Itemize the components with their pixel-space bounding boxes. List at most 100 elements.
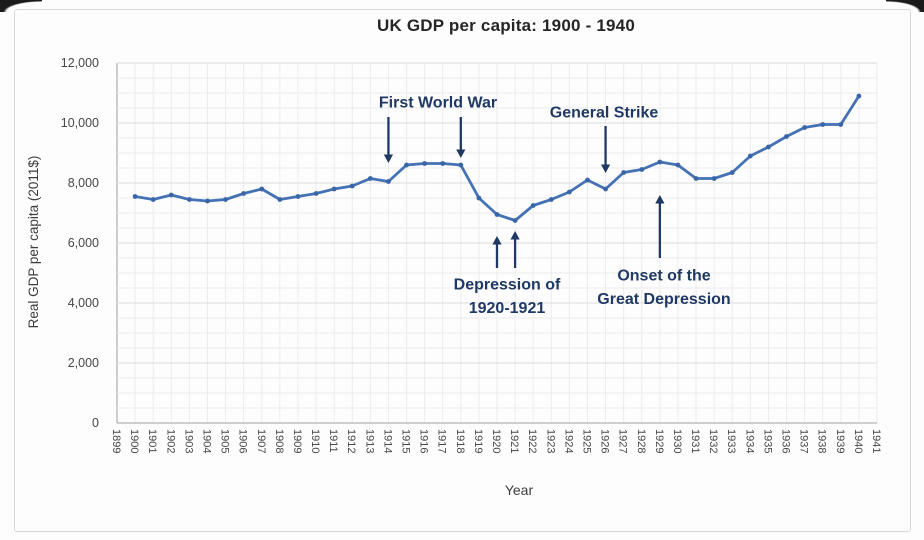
x-tick-label: 1931 <box>689 429 701 453</box>
data-point-marker <box>132 194 138 199</box>
data-point-marker <box>603 186 608 192</box>
data-point-marker <box>838 122 844 127</box>
data-point-marker <box>530 203 536 208</box>
data-point-marker <box>422 161 428 166</box>
data-point-marker <box>476 195 482 201</box>
x-tick-label: 1923 <box>544 429 556 453</box>
x-tick-label: 1917 <box>436 429 448 453</box>
data-point-marker <box>585 177 590 183</box>
x-tick-label: 1918 <box>454 429 466 453</box>
data-point-marker <box>693 176 699 181</box>
data-point-marker <box>747 153 753 159</box>
data-point-marker <box>766 144 771 150</box>
onset-great-depression-label: Great Depression <box>597 291 730 308</box>
x-tick-label: 1905 <box>219 429 231 453</box>
data-point-marker <box>150 197 156 202</box>
data-point-marker <box>168 192 174 198</box>
x-tick-label: 1911 <box>327 429 339 453</box>
data-point-marker <box>675 162 681 168</box>
x-tick-label: 1938 <box>816 429 828 453</box>
x-tick-label: 1937 <box>798 429 810 453</box>
y-tick-label: 12,000 <box>61 56 99 70</box>
data-point-marker <box>711 176 717 181</box>
x-tick-label: 1926 <box>599 429 611 453</box>
general-strike-arrowhead <box>600 164 611 173</box>
x-tick-label: 1929 <box>653 429 665 453</box>
data-point-marker <box>386 179 391 184</box>
x-tick-label: 1908 <box>273 429 285 453</box>
x-axis-title: Year <box>504 482 534 498</box>
x-tick-label: 1906 <box>237 429 249 453</box>
x-tick-label: 1932 <box>707 429 719 453</box>
y-tick-label: 0 <box>92 416 99 430</box>
onset-great-depression-label: Onset of the <box>617 268 710 285</box>
x-tick-label: 1901 <box>146 429 158 453</box>
general-strike-label: General Strike <box>550 105 659 122</box>
x-tick-label: 1925 <box>580 429 592 453</box>
x-tick-label: 1914 <box>381 429 393 453</box>
x-tick-label: 1930 <box>671 429 683 453</box>
depression-1920-1921-label: 1920-1921 <box>469 300 546 317</box>
x-tick-label: 1940 <box>852 429 864 453</box>
data-point-marker <box>657 159 663 165</box>
x-tick-label: 1909 <box>291 429 303 453</box>
data-point-marker <box>440 161 446 166</box>
x-tick-label: 1927 <box>617 429 629 453</box>
y-tick-label: 8,000 <box>68 176 99 190</box>
x-tick-label: 1933 <box>725 429 737 453</box>
x-tick-label: 1936 <box>780 429 792 453</box>
x-tick-label: 1922 <box>526 429 538 453</box>
data-point-marker <box>223 197 228 202</box>
data-point-marker <box>259 186 265 192</box>
data-point-marker <box>548 197 554 202</box>
data-point-marker <box>856 93 862 99</box>
onset-great-depression-arrowhead <box>655 195 665 204</box>
x-tick-label: 1900 <box>128 429 140 453</box>
data-point-marker <box>621 170 627 175</box>
data-point-marker <box>512 218 518 223</box>
data-point-marker <box>784 134 789 139</box>
data-point-marker <box>349 183 355 189</box>
data-point-marker <box>313 191 319 196</box>
data-point-marker <box>367 176 373 181</box>
x-tick-label: 1903 <box>182 429 194 453</box>
x-tick-label: 1912 <box>345 429 357 453</box>
data-point-marker <box>241 191 247 196</box>
x-tick-label: 1904 <box>200 429 212 453</box>
first-world-war-arrowhead <box>456 149 466 158</box>
y-tick-label: 10,000 <box>61 116 99 130</box>
x-tick-label: 1924 <box>562 429 574 453</box>
data-point-marker <box>458 162 464 168</box>
x-tick-label: 1910 <box>309 429 321 453</box>
y-tick-label: 6,000 <box>68 236 99 250</box>
data-point-marker <box>639 167 645 172</box>
data-point-marker <box>205 198 210 204</box>
first-world-war-arrowhead <box>383 154 394 163</box>
data-point-marker <box>494 212 500 217</box>
x-tick-label: 1921 <box>508 429 520 453</box>
data-point-marker <box>277 197 283 202</box>
x-tick-label: 1899 <box>110 429 122 453</box>
first-world-war-label: First World War <box>379 95 497 112</box>
data-point-marker <box>404 162 409 168</box>
data-point-marker <box>820 122 826 127</box>
chart-title: UK GDP per capita: 1900 - 1940 <box>377 16 635 35</box>
x-tick-label: 1920 <box>490 429 502 453</box>
x-tick-label: 1939 <box>834 429 846 453</box>
y-tick-label: 4,000 <box>68 296 99 310</box>
x-tick-label: 1907 <box>255 429 267 453</box>
depression-1920-1921-arrowhead <box>510 231 520 240</box>
depression-1920-1921-arrowhead <box>492 236 502 245</box>
data-point-marker <box>729 170 735 175</box>
x-tick-label: 1928 <box>635 429 647 453</box>
x-tick-label: 1913 <box>363 429 375 453</box>
x-tick-label: 1916 <box>418 429 430 453</box>
x-tick-label: 1935 <box>761 429 773 453</box>
x-tick-label: 1919 <box>472 429 484 453</box>
x-tick-label: 1941 <box>870 429 882 453</box>
y-tick-label: 2,000 <box>68 356 99 370</box>
data-point-marker <box>802 125 808 130</box>
x-tick-label: 1902 <box>164 429 176 453</box>
data-point-marker <box>566 189 572 195</box>
